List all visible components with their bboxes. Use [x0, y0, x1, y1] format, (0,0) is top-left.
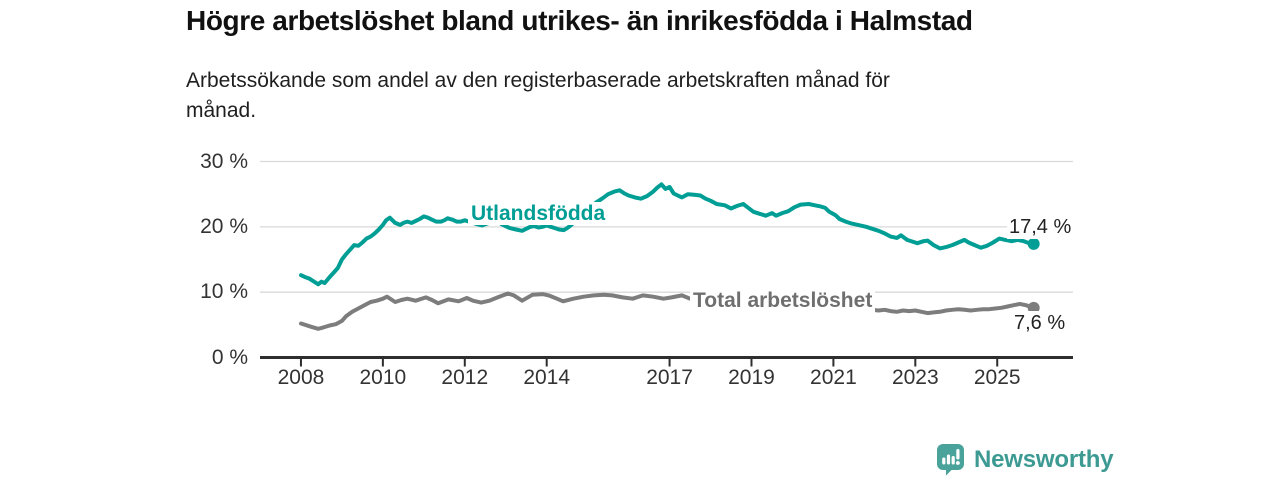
- x-tick-label: 2025: [973, 366, 1021, 389]
- y-tick-label: 20 %: [200, 214, 248, 238]
- x-tick-label: 2021: [810, 366, 857, 389]
- x-tick-label: 2017: [646, 366, 693, 389]
- brand-logo: Newsworthy: [936, 443, 1114, 476]
- series-label-total-arbetsloshet: Total arbetslöshet: [690, 289, 876, 312]
- end-dot-utlandsfodda: [1027, 237, 1040, 250]
- series-line-utlandsfodda: [299, 182, 1036, 287]
- x-tick-label: 2014: [523, 366, 571, 389]
- newsworthy-logo-icon: [937, 444, 964, 476]
- end-value-utlandsfodda: 17,4 %: [1007, 215, 1074, 239]
- page-title: Högre arbetslöshet bland utrikes- än inr…: [186, 5, 973, 36]
- series-label-utlandsfodda: Utlandsfödda: [468, 202, 609, 225]
- end-value-total-arbetsloshet: 7,6 %: [1012, 311, 1068, 335]
- x-tick-label: 2023: [891, 366, 939, 389]
- y-tick-label: 30 %: [200, 149, 248, 173]
- x-tick-label: 2019: [728, 366, 775, 389]
- x-tick-label: 2010: [359, 366, 407, 389]
- brand-name: Newsworthy: [974, 445, 1114, 473]
- y-tick-label: 0 %: [211, 345, 248, 369]
- x-tick-label: 2008: [277, 366, 325, 389]
- y-tick-label: 10 %: [200, 280, 248, 304]
- page-subtitle: Arbetssökande som andel av den registerb…: [186, 69, 890, 122]
- x-tick-label: 2012: [441, 366, 489, 389]
- end-dot-total: [1027, 301, 1040, 314]
- series-line-total: [299, 291, 1036, 331]
